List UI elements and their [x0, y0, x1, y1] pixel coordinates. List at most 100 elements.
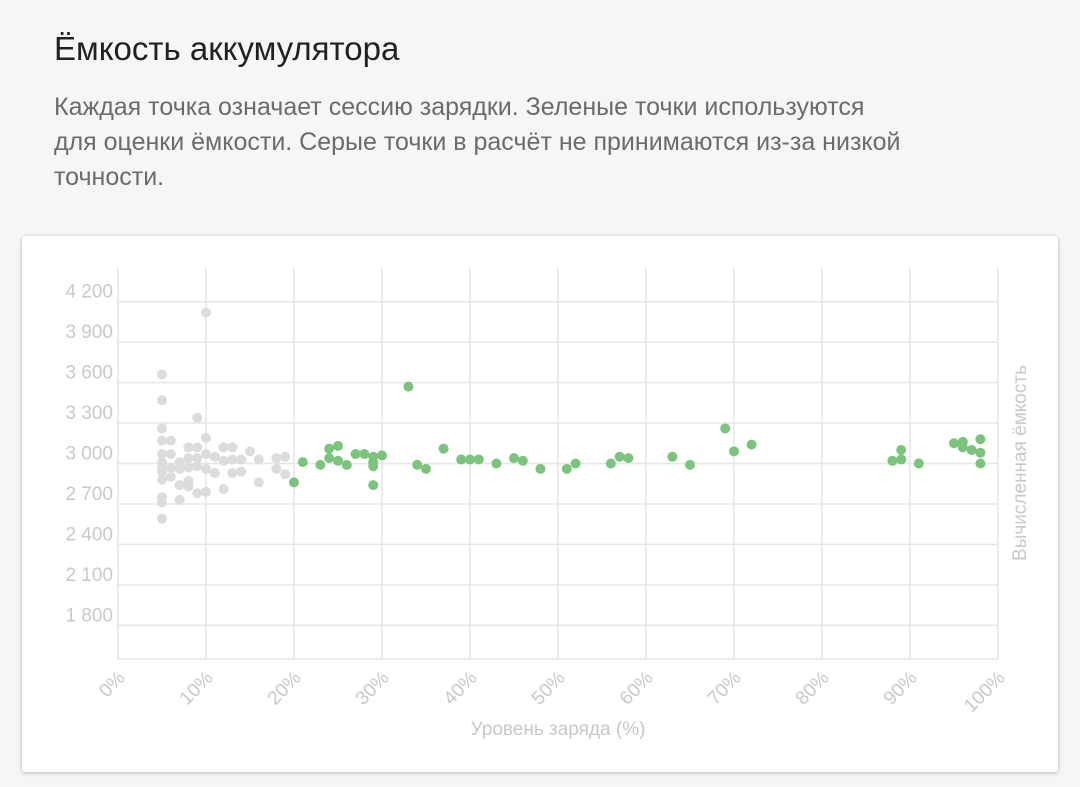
data-point	[509, 453, 519, 464]
data-point	[720, 423, 731, 434]
y-tick-label: 3 300	[65, 403, 113, 424]
data-point	[957, 442, 968, 453]
data-point	[201, 432, 211, 443]
x-tick-label: 50%	[528, 668, 570, 710]
data-point	[297, 457, 308, 468]
data-point	[333, 440, 343, 451]
data-point	[157, 395, 167, 406]
data-point	[368, 480, 379, 491]
data-point	[192, 442, 203, 453]
x-tick-label: 0%	[95, 668, 129, 702]
data-point	[165, 449, 176, 460]
x-tick-label: 40%	[440, 668, 482, 710]
data-point	[685, 459, 695, 470]
data-point	[438, 443, 449, 454]
data-point	[280, 469, 291, 480]
data-point	[174, 463, 185, 474]
data-point	[412, 459, 423, 470]
data-point	[157, 423, 167, 434]
y-tick-label: 4 200	[65, 282, 113, 303]
data-point	[201, 307, 211, 318]
data-point	[165, 435, 176, 446]
y-tick-label: 3 900	[65, 322, 113, 343]
data-point	[359, 449, 370, 460]
y-tick-label: 3 600	[65, 363, 113, 384]
data-point	[746, 439, 757, 450]
data-point	[201, 449, 211, 460]
data-point	[236, 466, 247, 477]
data-point	[896, 454, 907, 465]
data-point	[209, 467, 220, 478]
data-point	[174, 494, 185, 505]
data-point	[975, 458, 986, 469]
data-point	[341, 459, 352, 470]
data-point	[157, 435, 167, 446]
data-point	[491, 458, 502, 469]
data-point	[975, 434, 986, 445]
y-tick-label: 3 000	[65, 444, 113, 465]
data-point	[245, 446, 255, 457]
data-point	[561, 463, 572, 474]
data-point	[517, 455, 528, 466]
data-point	[157, 369, 167, 380]
x-tick-label: 30%	[352, 668, 394, 710]
data-point	[157, 497, 167, 508]
data-point	[201, 486, 211, 497]
data-point	[271, 453, 282, 464]
data-point	[174, 480, 185, 491]
data-point	[421, 463, 431, 474]
data-point	[887, 455, 898, 466]
data-point	[535, 463, 546, 474]
data-point	[165, 462, 176, 473]
data-point	[192, 453, 203, 464]
data-point	[218, 455, 229, 466]
data-point	[227, 442, 238, 453]
data-point	[456, 454, 467, 465]
x-tick-label: 70%	[704, 668, 746, 710]
title: Ёмкость аккумулятора	[54, 30, 400, 67]
data-point	[623, 453, 634, 464]
data-point	[227, 467, 238, 478]
data-point	[368, 461, 379, 472]
data-point	[157, 474, 167, 485]
y-tick-label: 2 400	[65, 524, 113, 545]
x-tick-label: 20%	[264, 668, 306, 710]
data-point	[253, 454, 264, 465]
data-point	[949, 438, 959, 449]
data-point	[280, 451, 291, 462]
data-point	[218, 484, 229, 495]
y-tick-label: 2 100	[65, 565, 113, 586]
description: Каждая точка означает сессию зарядки. Зе…	[54, 93, 901, 191]
data-point	[271, 463, 282, 474]
x-tick-label: 60%	[616, 668, 658, 710]
data-point	[377, 450, 387, 461]
data-point	[403, 381, 414, 392]
data-point	[209, 451, 220, 462]
data-point	[729, 446, 739, 457]
data-point	[605, 458, 616, 469]
x-tick-label: 80%	[792, 668, 834, 710]
data-point	[350, 449, 361, 460]
x-axis-title: Уровень заряда (%)	[471, 719, 646, 740]
data-point	[289, 477, 299, 488]
x-tick-label: 100%	[960, 668, 1009, 717]
data-point	[315, 459, 326, 470]
data-point	[570, 458, 581, 469]
data-point	[192, 412, 203, 423]
data-point	[157, 513, 167, 524]
y-tick-label: 1 800	[65, 605, 113, 626]
data-point	[157, 449, 167, 460]
data-point	[192, 488, 203, 499]
data-point	[183, 462, 194, 473]
data-point	[157, 466, 167, 477]
data-point	[324, 443, 335, 454]
data-point	[165, 471, 176, 482]
data-point	[183, 481, 194, 492]
data-point	[333, 455, 343, 466]
x-tick-label: 90%	[880, 668, 922, 710]
data-point	[192, 461, 203, 472]
data-point	[896, 445, 907, 456]
data-point	[183, 453, 194, 464]
